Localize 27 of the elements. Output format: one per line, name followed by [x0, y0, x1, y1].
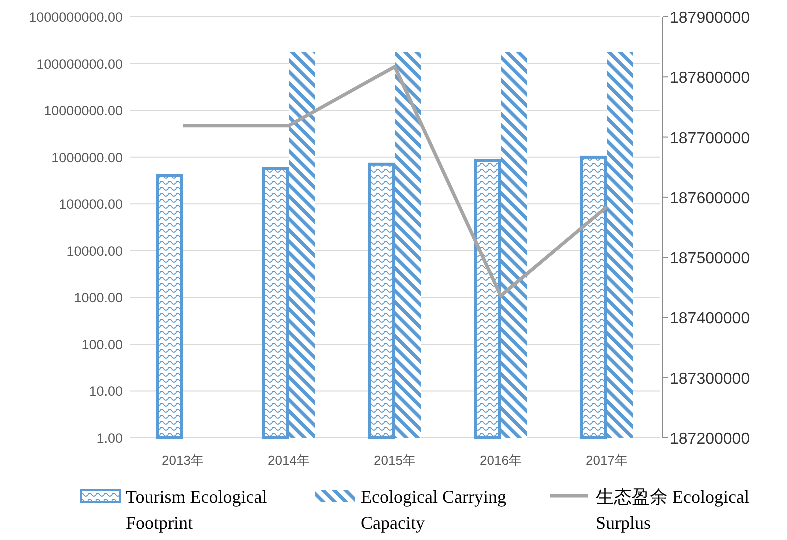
y-tick-label: 100.00: [82, 337, 123, 352]
x-tick-label: 2014年: [268, 453, 310, 468]
y2-tick-label: 187600000: [670, 190, 750, 208]
x-tick-label: 2015年: [374, 453, 416, 468]
legend-label: Tourism Ecological Footprint: [126, 487, 268, 533]
y-tick-label: 1.00: [96, 431, 123, 446]
y2-tick-label: 187400000: [670, 310, 750, 328]
y-tick-label: 10000000.00: [44, 104, 123, 119]
y2-tick-label: 187500000: [670, 250, 750, 268]
y-tick-label: 100000000.00: [36, 56, 123, 72]
x-tick-label: 2016年: [480, 453, 522, 468]
legend-label: 生态盈余 Ecological Surplus: [596, 487, 750, 533]
y-tick-label: 1000.00: [74, 290, 123, 306]
y-tick-label: 1000000.00: [52, 150, 123, 166]
y2-tick-label: 187200000: [670, 431, 750, 448]
y-tick-label: 10.00: [89, 384, 123, 400]
y2-tick-label: 187700000: [670, 130, 750, 148]
y-tick-label: 10000.00: [66, 244, 123, 259]
x-tick-label: 2013年: [162, 453, 204, 468]
y-tick-label: 100000.00: [59, 197, 123, 212]
y2-tick-label: 187300000: [670, 370, 750, 388]
line-series: [181, 65, 609, 298]
y2-tick-label: 187800000: [670, 70, 750, 88]
x-tick-label: 2017年: [586, 453, 628, 468]
y2-tick-label: 187900000: [670, 10, 750, 27]
legend-label: Ecological Carrying Capacity: [361, 487, 506, 533]
y-tick-label: 1000000000.00: [29, 10, 123, 25]
